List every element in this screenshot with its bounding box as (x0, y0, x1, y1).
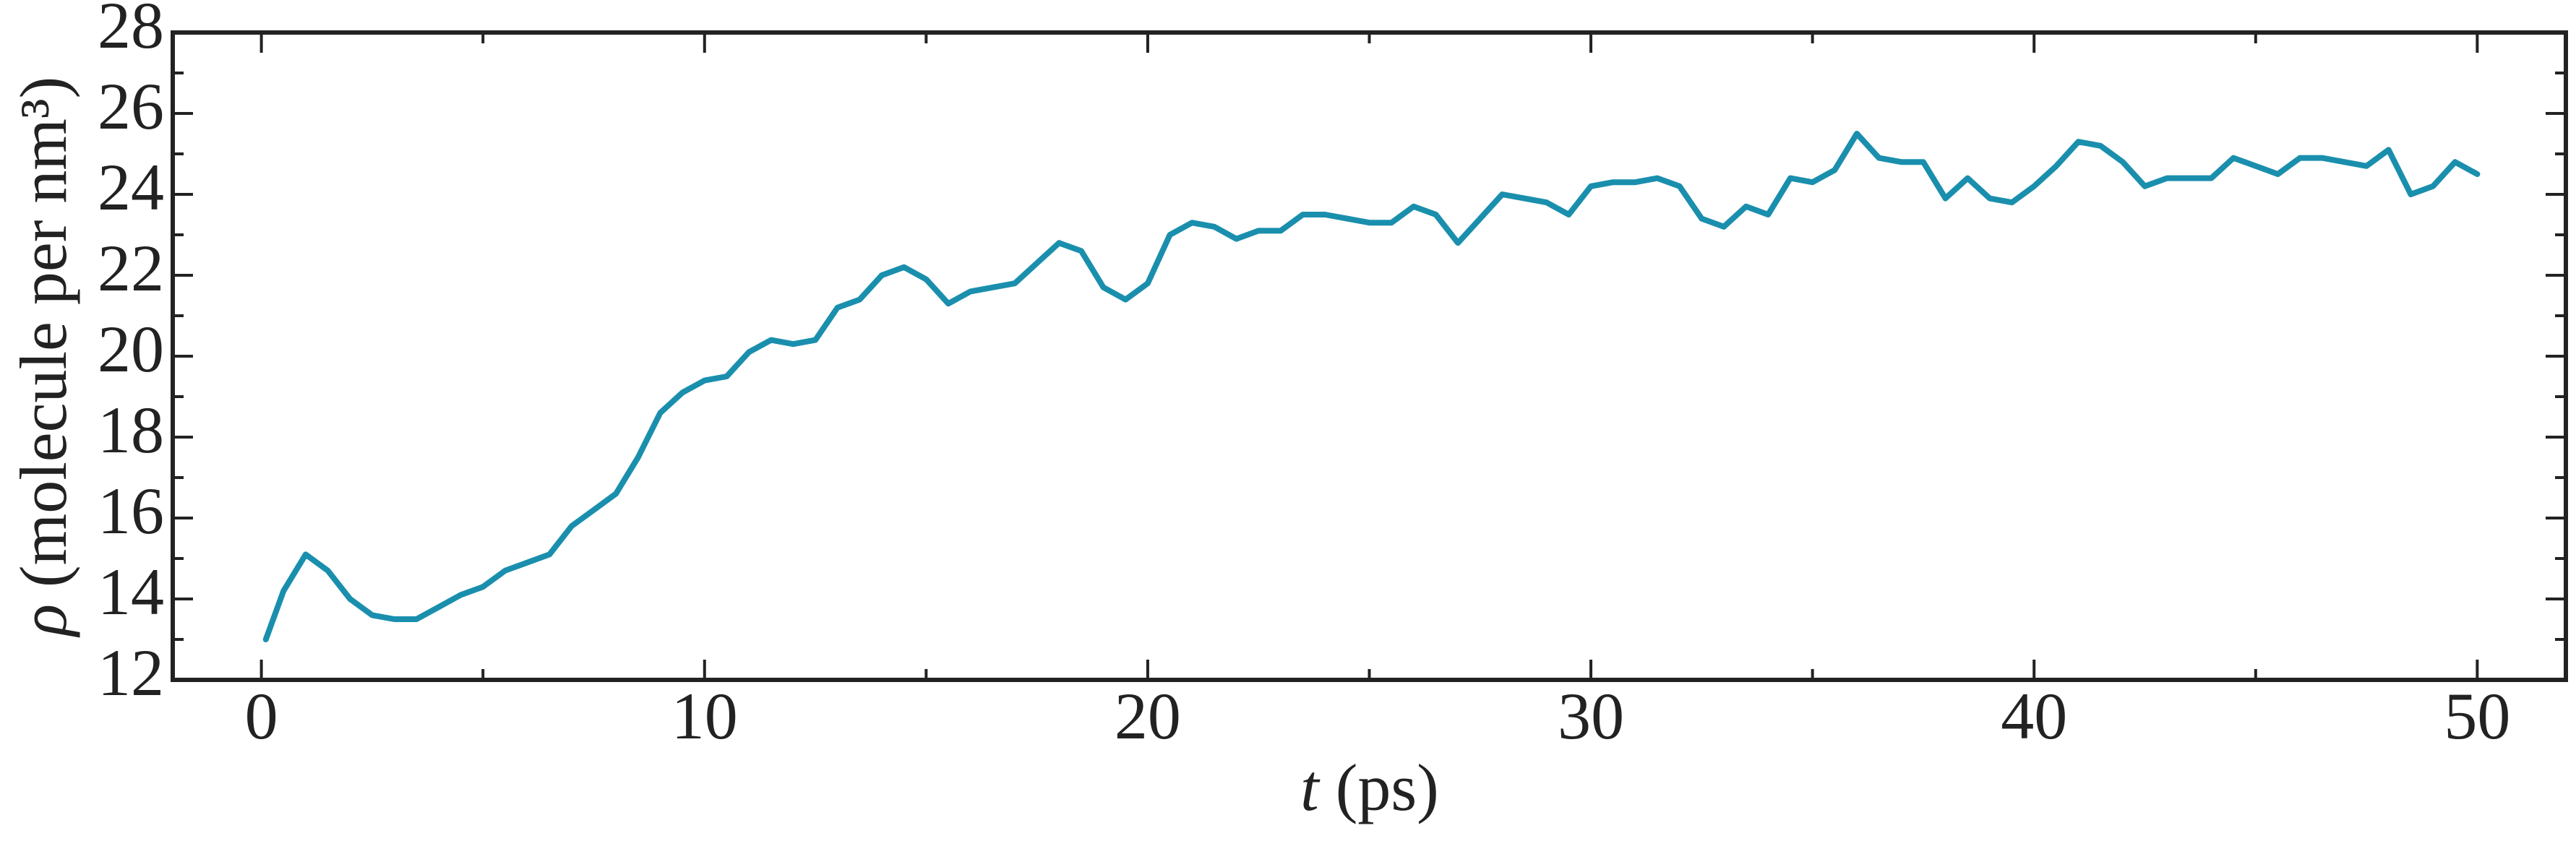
x-tick-label: 30 (1558, 679, 1624, 753)
plot-frame (171, 30, 2568, 682)
x-label-symbol: t (1300, 751, 1321, 824)
x-tick-label: 40 (2001, 679, 2067, 753)
y-tick-label: 12 (98, 636, 164, 710)
y-tick-label: 28 (98, 0, 164, 62)
y-tick-label: 24 (98, 150, 164, 224)
y-tick-label: 22 (98, 231, 164, 305)
x-tick-label: 20 (1115, 679, 1181, 753)
x-tick-label: 50 (2444, 679, 2510, 753)
y-axis-label: ρ (molecule per nm³) (7, 77, 80, 638)
y-tick-label: 26 (98, 69, 164, 143)
x-tick-label: 0 (245, 679, 278, 753)
x-axis-label: t (ps) (1300, 751, 1439, 824)
x-tick-label: 10 (671, 679, 738, 753)
x-label-unit: (ps) (1336, 751, 1439, 824)
y-tick-label: 14 (98, 555, 164, 629)
y-tick-label: 16 (98, 474, 164, 548)
y-tick-label: 18 (98, 393, 164, 467)
y-label-unit: (molecule per nm³) (7, 77, 80, 587)
data-line (262, 131, 2481, 642)
y-label-symbol: ρ (7, 604, 80, 638)
y-tick-label: 20 (98, 312, 164, 386)
